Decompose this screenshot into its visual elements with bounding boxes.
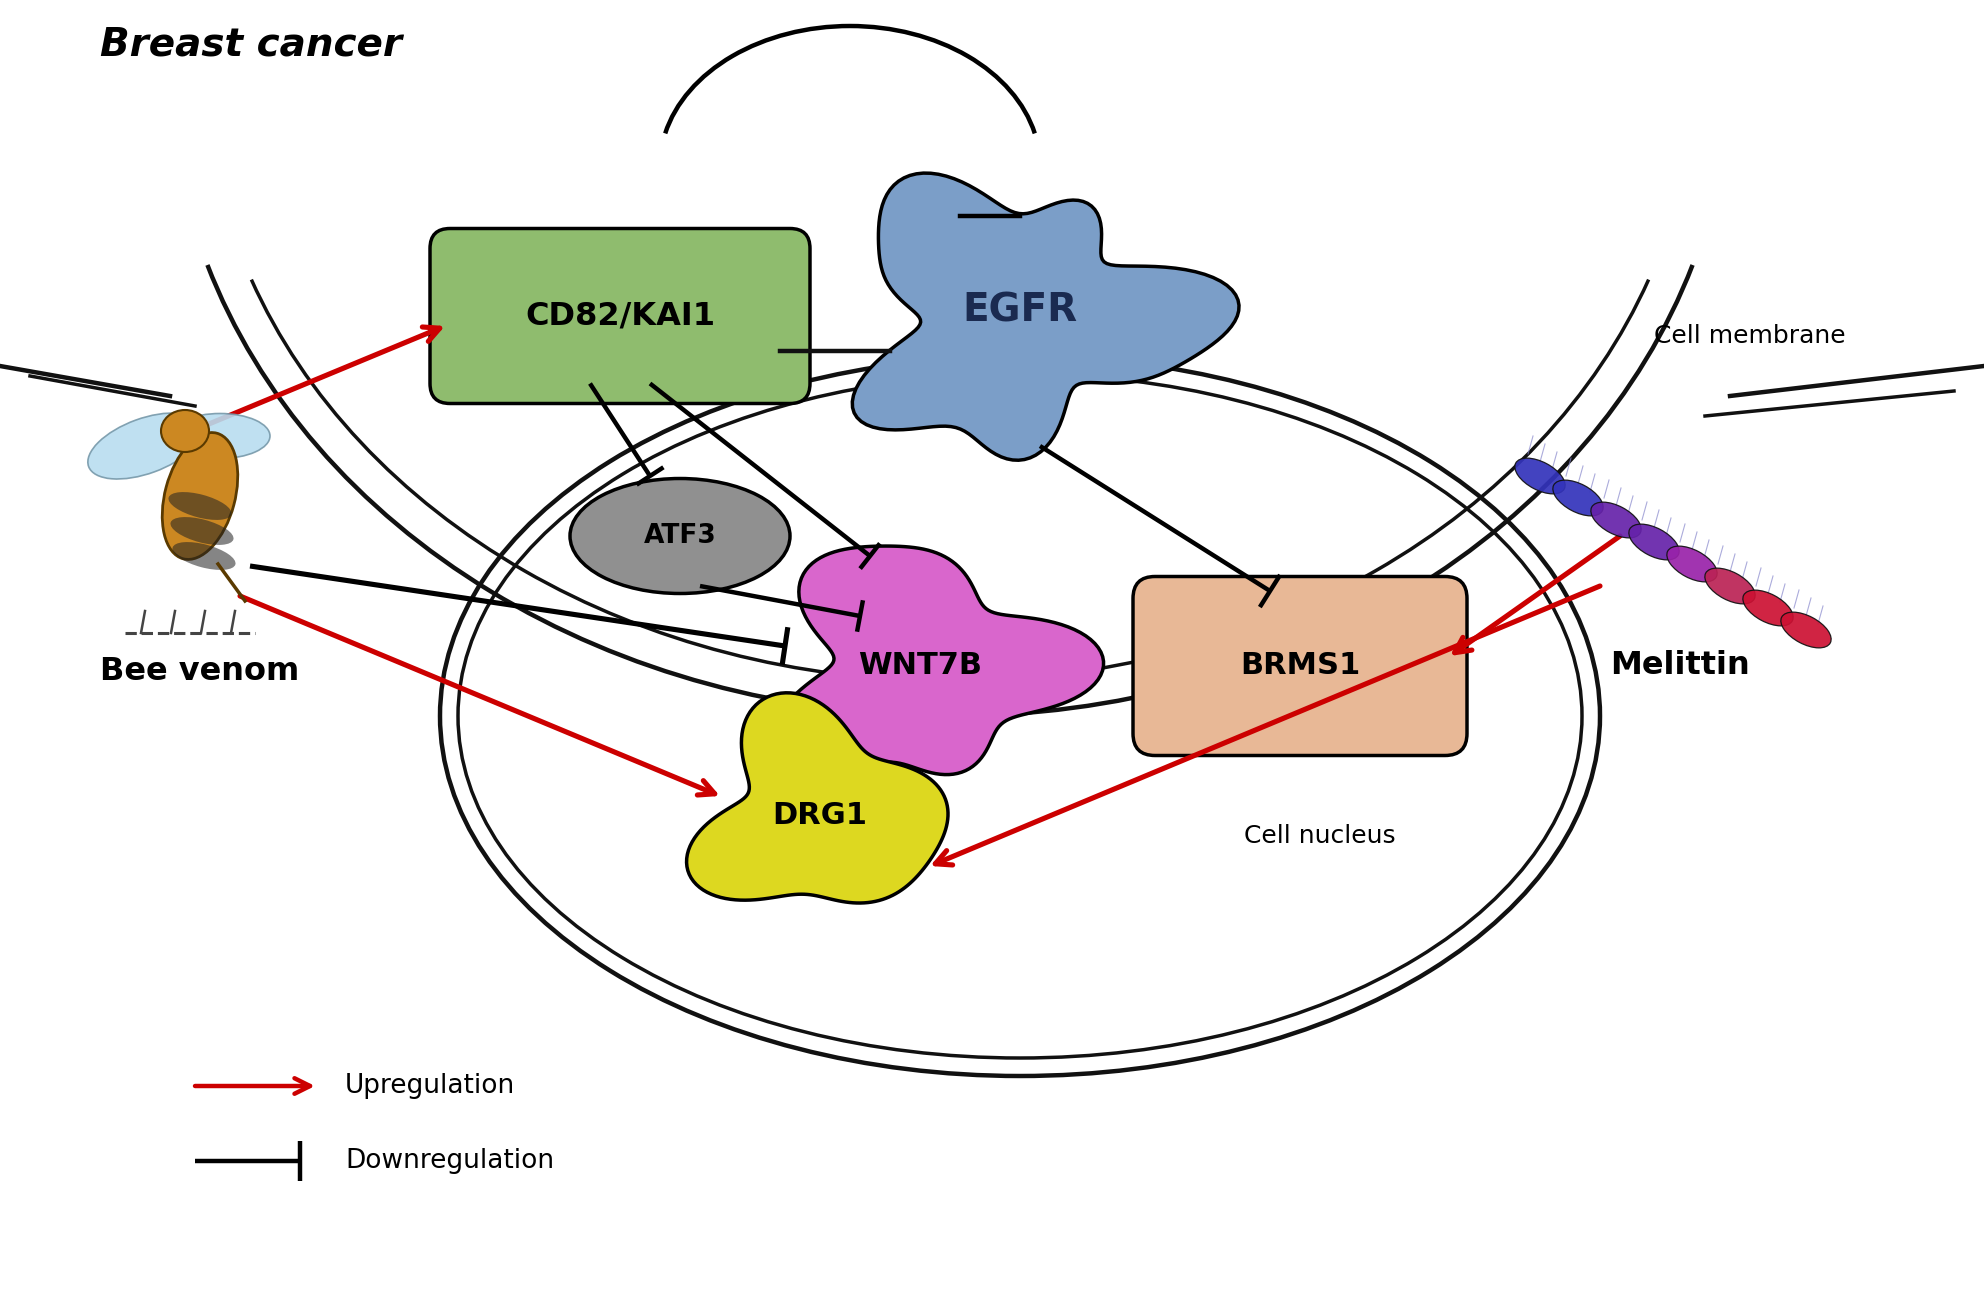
- Text: DRG1: DRG1: [772, 801, 867, 830]
- Ellipse shape: [171, 517, 234, 545]
- Ellipse shape: [1782, 612, 1831, 647]
- Ellipse shape: [1553, 480, 1603, 516]
- Text: WNT7B: WNT7B: [857, 651, 982, 680]
- Text: Bee venom: Bee venom: [101, 655, 300, 687]
- Text: Downregulation: Downregulation: [345, 1148, 554, 1174]
- Ellipse shape: [171, 413, 270, 458]
- Text: ATF3: ATF3: [643, 522, 716, 549]
- Text: CD82/KAI1: CD82/KAI1: [526, 300, 714, 332]
- Polygon shape: [853, 174, 1240, 461]
- Text: Upregulation: Upregulation: [345, 1073, 516, 1099]
- Ellipse shape: [1742, 590, 1794, 626]
- Text: Cell nucleus: Cell nucleus: [1244, 824, 1397, 848]
- Ellipse shape: [569, 479, 790, 594]
- Ellipse shape: [1516, 458, 1565, 494]
- Polygon shape: [686, 692, 948, 903]
- Ellipse shape: [161, 411, 208, 451]
- Ellipse shape: [1591, 503, 1641, 538]
- FancyBboxPatch shape: [431, 229, 809, 404]
- Ellipse shape: [169, 492, 232, 520]
- Text: EGFR: EGFR: [962, 292, 1077, 330]
- Ellipse shape: [1704, 569, 1756, 604]
- Ellipse shape: [1667, 546, 1718, 582]
- Ellipse shape: [1629, 524, 1678, 559]
- Ellipse shape: [173, 542, 236, 570]
- Polygon shape: [772, 546, 1103, 775]
- Ellipse shape: [87, 413, 202, 479]
- Text: BRMS1: BRMS1: [1240, 651, 1361, 680]
- Ellipse shape: [163, 433, 238, 559]
- Text: Breast cancer: Breast cancer: [99, 26, 403, 64]
- FancyBboxPatch shape: [1133, 576, 1466, 755]
- Text: Melittin: Melittin: [1611, 650, 1750, 682]
- Text: Cell membrane: Cell membrane: [1655, 324, 1845, 347]
